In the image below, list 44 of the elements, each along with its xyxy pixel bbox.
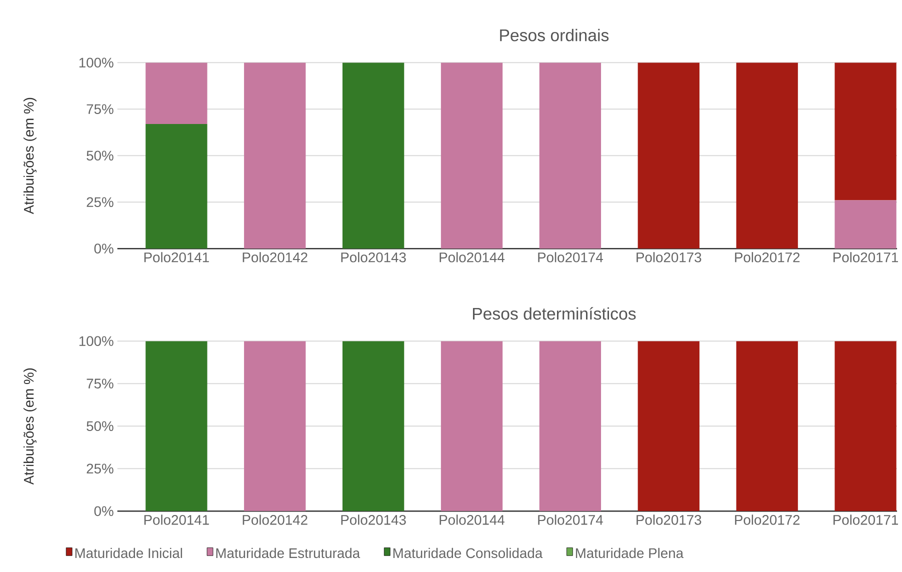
bar (736, 62, 798, 249)
bar (342, 62, 404, 249)
x-tick-label: Polo20141 (144, 252, 209, 262)
x-tick-label: Polo20142 (242, 252, 308, 262)
y-tick-label: 75% (86, 378, 114, 389)
chart-title: Pesos ordinais (500, 28, 609, 42)
y-tick-label: 50% (86, 150, 114, 161)
legend-label: Maturidade Estruturada (216, 548, 360, 558)
x-tick-label: Polo20173 (636, 514, 702, 525)
bar (834, 62, 896, 200)
y-tick-label: 75% (86, 104, 114, 114)
x-tick-label: Polo20144 (440, 252, 504, 262)
y-tick-label: 100% (79, 336, 114, 346)
bar (638, 62, 700, 249)
chart-title: Pesos determinísticos (472, 307, 636, 320)
legend-label: Maturidade Inicial (75, 548, 182, 558)
x-tick-label: Polo20171 (834, 514, 898, 525)
x-tick-label: Polo20172 (735, 514, 800, 525)
x-tick-label: Polo20141 (144, 514, 209, 525)
y-tick-label: 100% (79, 58, 114, 68)
bar (146, 62, 208, 124)
x-tick-label: Polo20172 (735, 252, 800, 262)
x-tick-label: Polo20142 (242, 514, 308, 525)
y-tick-label: 25% (86, 464, 114, 474)
x-tick-label: Polo20144 (440, 514, 504, 525)
bar (244, 62, 306, 249)
x-tick-label: Polo20174 (538, 514, 603, 525)
x-tick-label: Polo20171 (834, 252, 898, 262)
x-tick-label: Polo20143 (341, 252, 406, 262)
x-tick-label: Polo20173 (636, 252, 702, 262)
y-tick-label: 25% (86, 197, 114, 208)
bar (834, 200, 896, 249)
y-axis-title: Atribuições (em %) (24, 98, 37, 214)
bar (146, 124, 208, 249)
x-tick-label: Polo20174 (538, 252, 603, 262)
legend-label: Maturidade Consolidada (393, 548, 543, 558)
x-tick-label: Polo20143 (341, 514, 406, 525)
y-tick-label: 0% (94, 244, 114, 254)
y-tick-label: 0% (94, 506, 114, 516)
bar (440, 62, 503, 249)
bar (539, 62, 602, 249)
legend-label: Maturidade Plena (576, 548, 684, 558)
y-tick-label: 50% (86, 421, 114, 432)
y-axis-title: Atribuições (em %) (24, 368, 37, 485)
